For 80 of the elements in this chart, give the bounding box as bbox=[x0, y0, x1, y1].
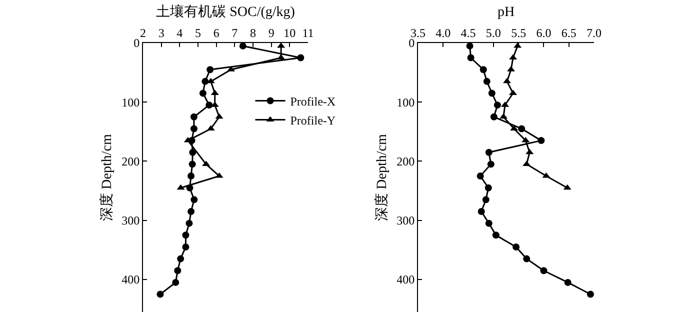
x-tick-label: 5.0 bbox=[486, 26, 501, 40]
point bbox=[186, 220, 193, 227]
point bbox=[176, 184, 185, 190]
point bbox=[206, 66, 214, 74]
x-tick-label: 6.5 bbox=[561, 26, 576, 40]
x-tick-label: 3 bbox=[158, 26, 164, 40]
point bbox=[182, 232, 190, 239]
point bbox=[480, 66, 487, 74]
point bbox=[512, 243, 520, 250]
point bbox=[467, 54, 474, 62]
x-tick-label: 7 bbox=[232, 26, 238, 40]
point bbox=[484, 184, 492, 192]
point bbox=[215, 113, 224, 119]
point bbox=[297, 54, 304, 62]
legend-label: Profile-X bbox=[290, 94, 336, 108]
point bbox=[518, 125, 526, 132]
x-tick-label: 10 bbox=[284, 26, 296, 40]
y-axis-title: 深度 Depth/cm bbox=[99, 134, 116, 221]
point bbox=[538, 137, 545, 144]
point bbox=[190, 196, 198, 204]
x-tick-label: 6 bbox=[213, 26, 220, 40]
point bbox=[482, 196, 490, 204]
point bbox=[490, 113, 498, 120]
x-tick-label: 5 bbox=[195, 26, 201, 40]
point bbox=[494, 102, 501, 109]
point bbox=[277, 54, 286, 60]
point bbox=[206, 102, 213, 109]
y-tick-label: 100 bbox=[396, 95, 415, 110]
point bbox=[509, 54, 518, 60]
y-tick-label: 400 bbox=[396, 272, 415, 287]
point bbox=[485, 148, 492, 156]
point bbox=[202, 78, 209, 85]
point bbox=[199, 90, 206, 97]
point bbox=[156, 290, 164, 298]
x-tick-label: 2 bbox=[140, 26, 146, 40]
point bbox=[487, 160, 494, 168]
point bbox=[564, 278, 572, 286]
y-tick-label: 200 bbox=[122, 154, 140, 168]
point bbox=[239, 42, 246, 50]
x-axis-title: 土壤有机碳 SOC/(g/kg) bbox=[156, 4, 296, 20]
point bbox=[476, 172, 484, 180]
x-axis-title: pH bbox=[497, 4, 515, 20]
point bbox=[188, 208, 195, 215]
point bbox=[586, 290, 594, 298]
point bbox=[478, 208, 485, 215]
point bbox=[483, 78, 490, 85]
legend-label: Profile-Y bbox=[290, 113, 336, 128]
x-tick-label: 8 bbox=[250, 26, 256, 40]
y-tick-label: 400 bbox=[122, 272, 140, 287]
x-tick-label: 7.0 bbox=[586, 26, 602, 40]
point bbox=[540, 267, 548, 274]
point bbox=[190, 125, 198, 132]
y-tick-label: 300 bbox=[396, 214, 415, 228]
x-tick-label: 5.5 bbox=[511, 26, 526, 40]
x-tick-label: 4 bbox=[176, 26, 183, 40]
x-tick-label: 9 bbox=[268, 26, 274, 40]
y-tick-label: 200 bbox=[396, 154, 415, 168]
point bbox=[277, 42, 286, 48]
point bbox=[189, 148, 196, 156]
point bbox=[172, 278, 180, 286]
point bbox=[188, 160, 196, 168]
point bbox=[188, 172, 195, 180]
y-tick-label: 100 bbox=[122, 95, 140, 110]
point bbox=[182, 243, 190, 250]
point bbox=[177, 255, 184, 262]
point bbox=[526, 148, 534, 154]
point bbox=[190, 113, 198, 120]
point bbox=[492, 232, 500, 239]
point bbox=[485, 220, 492, 227]
y-axis-title: 深度 Depth/cm bbox=[374, 134, 390, 221]
point bbox=[174, 267, 182, 274]
x-tick-label: 6.0 bbox=[536, 26, 552, 40]
x-tick-label: 4.0 bbox=[436, 26, 451, 40]
point bbox=[523, 255, 530, 262]
x-tick-label: 11 bbox=[302, 26, 314, 40]
y-tick-label: 0 bbox=[134, 36, 140, 50]
point bbox=[488, 90, 496, 97]
y-tick-label: 300 bbox=[122, 214, 140, 228]
point bbox=[563, 184, 572, 190]
x-tick-label: 4.5 bbox=[460, 26, 476, 40]
